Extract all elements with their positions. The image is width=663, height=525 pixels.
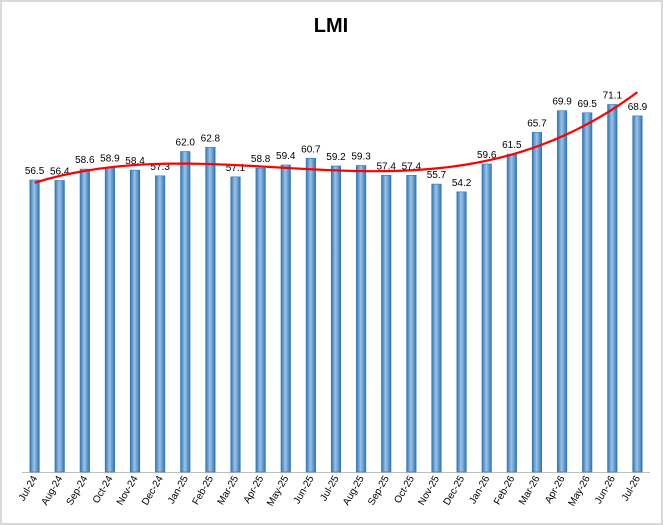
value-label: 54.2	[452, 178, 472, 189]
bar-jan-25	[180, 151, 191, 473]
x-tick-label: Mar-25	[216, 474, 242, 507]
x-tick-label: Jul-26	[620, 474, 643, 503]
bars-layer	[29, 104, 643, 473]
value-label: 58.6	[75, 155, 95, 166]
x-tick-label: Feb-26	[492, 474, 518, 507]
x-tick-label: Mar-26	[517, 474, 543, 507]
bar-may-26	[582, 112, 593, 473]
x-tick-label: Apr-25	[242, 474, 267, 506]
bar-dec-25	[456, 191, 467, 473]
value-label: 59.6	[477, 150, 497, 161]
bar-dec-24	[155, 175, 166, 473]
trend-line	[34, 91, 639, 184]
value-labels-layer: 56.5 56.4 58.6 58.9 58.4 57.3 62.0 62.8 57.1 58.8…	[25, 91, 648, 189]
bar-apr-25	[255, 167, 266, 473]
value-label: 68.9	[628, 102, 648, 113]
tick-labels-layer: Jul-24 Aug-24 Sep-24 Oct-24 Nov-24 Dec-24 Jan-…	[17, 474, 643, 509]
value-label: 58.4	[125, 156, 145, 167]
x-tick-label: Apr-26	[543, 474, 568, 506]
value-label: 57.4	[402, 161, 422, 172]
x-tick-label: Jan-25	[166, 474, 191, 506]
value-label: 56.5	[25, 166, 45, 177]
bar-jul-24	[29, 179, 40, 473]
value-label: 69.9	[552, 97, 572, 108]
bar-mar-25	[230, 176, 241, 473]
x-tick-label: Oct-25	[392, 474, 417, 506]
value-label: 55.7	[427, 170, 447, 181]
x-tick-label: May-26	[567, 474, 593, 509]
bar-aug-24	[54, 180, 65, 473]
bar-aug-25	[356, 165, 367, 473]
bar-may-25	[280, 164, 291, 473]
x-tick-label: Jun-25	[292, 474, 317, 506]
x-tick-label: Jan-26	[468, 474, 493, 506]
value-label: 58.9	[100, 154, 120, 165]
x-tick-label: May-25	[265, 474, 291, 509]
x-tick-label: Feb-25	[191, 474, 217, 507]
x-tick-label: Jul-24	[17, 474, 40, 503]
bar-jan-26	[481, 163, 492, 473]
value-label: 60.7	[301, 144, 321, 155]
x-tick-label: Aug-24	[40, 474, 66, 508]
bar-nov-24	[129, 169, 141, 473]
x-tick-label: Nov-24	[115, 474, 141, 508]
bar-jul-25	[330, 165, 342, 473]
bar-feb-25	[205, 147, 216, 473]
bar-feb-26	[506, 153, 517, 473]
x-tick-label: Sep-25	[366, 474, 392, 508]
value-label: 69.5	[577, 99, 597, 110]
value-label: 61.5	[502, 140, 522, 151]
bar-jun-26	[607, 104, 618, 473]
value-label: 57.3	[150, 162, 170, 173]
bar-jun-25	[305, 157, 316, 473]
x-tick-label: Nov-25	[416, 474, 442, 508]
bar-sep-24	[79, 168, 90, 473]
x-tick-label: Sep-24	[65, 474, 91, 508]
value-label: 71.1	[603, 91, 623, 102]
value-label: 59.3	[351, 151, 371, 162]
bar-jul-26	[632, 115, 643, 473]
x-tick-label: Dec-25	[442, 474, 468, 508]
bar-sep-25	[381, 175, 392, 473]
value-label: 62.0	[176, 138, 196, 149]
x-tick-label: Aug-25	[341, 474, 367, 508]
bar-mar-26	[531, 132, 543, 473]
value-label: 57.1	[226, 163, 246, 174]
value-label: 58.8	[251, 154, 271, 165]
x-tick-label: Jun-26	[593, 474, 618, 506]
value-label: 57.4	[377, 161, 397, 172]
value-label: 62.8	[201, 133, 221, 144]
bar-oct-25	[406, 175, 417, 473]
x-tick-label: Jul-25	[318, 474, 341, 503]
bar-apr-26	[557, 110, 568, 473]
bar-oct-24	[104, 167, 115, 473]
bar-nov-25	[431, 183, 442, 473]
chart-title: LMI	[314, 15, 348, 37]
value-label: 65.7	[527, 118, 547, 129]
x-tick-label: Oct-24	[91, 474, 116, 506]
value-label: 56.4	[50, 166, 70, 177]
x-tick-label: Dec-24	[140, 474, 166, 508]
value-label: 59.4	[276, 151, 296, 162]
value-label: 59.2	[326, 152, 346, 163]
